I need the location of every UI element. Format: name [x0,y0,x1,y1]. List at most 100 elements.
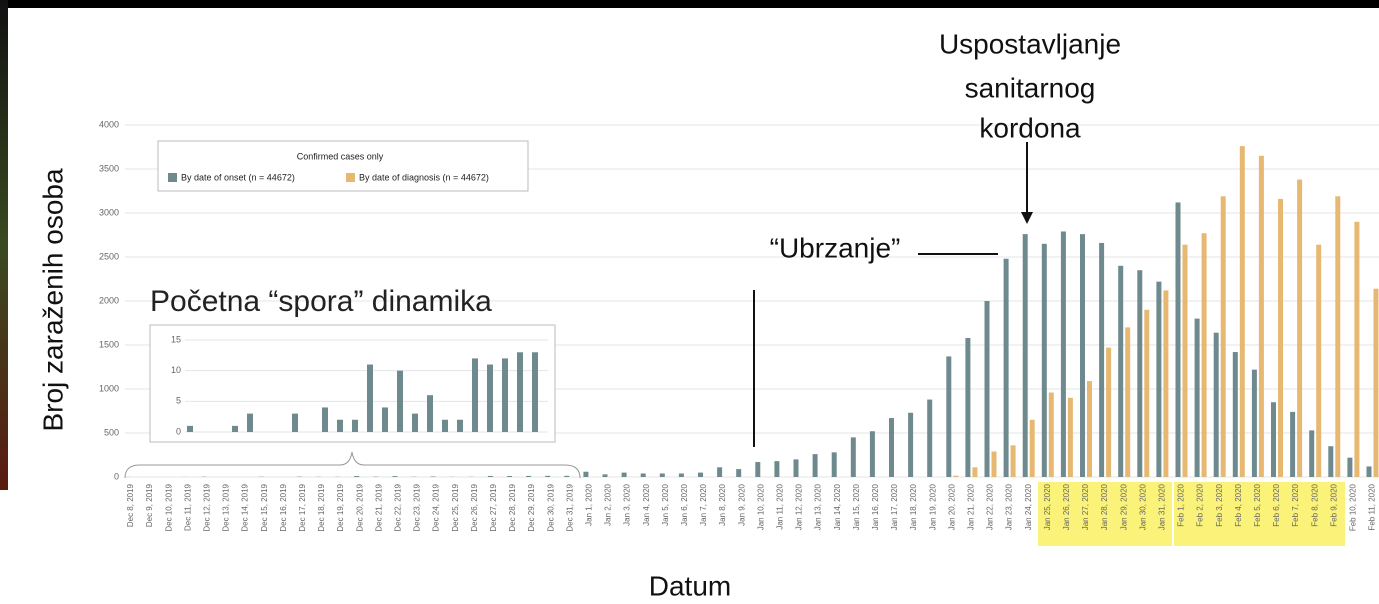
x-tick-label: Jan 30, 2020 [1138,483,1147,530]
x-tick-label: Jan 5, 2020 [661,483,670,525]
x-tick-label: Feb 9, 2020 [1329,483,1338,526]
legend: Confirmed cases only By date of onset (n… [157,140,529,192]
legend-swatch [168,173,177,182]
x-tick-label: Dec 13, 2019 [222,483,231,531]
bar [812,454,818,477]
x-tick-label: Jan 27, 2020 [1081,483,1090,530]
left-border [0,0,8,490]
x-tick-label: Feb 7, 2020 [1291,483,1300,526]
y-tick-label: 1500 [99,339,119,349]
x-tick-label: Jan 18, 2020 [909,483,918,530]
y-tick-label: 4000 [99,119,119,129]
bar [1060,231,1066,477]
x-tick-label: Jan 22, 2020 [986,483,995,530]
bar [736,469,742,477]
bar [382,407,388,432]
bar [831,452,837,477]
bar [1029,419,1035,477]
bar [1080,234,1085,477]
bar [187,425,193,432]
bar [247,413,253,432]
x-tick-label: Jan 19, 2020 [928,483,937,530]
bar [1144,309,1150,477]
x-tick-label: Jan 20, 2020 [947,483,956,530]
x-tick-label: Jan 31, 2020 [1158,483,1167,530]
bar [487,364,493,432]
y-tick-label: 500 [104,427,119,437]
bar [1328,446,1334,477]
bar [717,467,723,477]
bar [946,356,952,477]
x-tick-label: Dec 31, 2019 [565,483,574,531]
bar [1213,332,1219,477]
bar [1087,381,1092,477]
bar [545,475,551,477]
bar [1048,392,1054,477]
x-axis-label: Datum [649,570,731,601]
y-axis-label: Broj zaraženih osoba [37,168,68,431]
bar [621,472,627,477]
bar [412,413,418,432]
bar [487,475,493,477]
arrow-head [1021,212,1033,224]
bar [1297,179,1303,477]
bar [1354,221,1360,477]
bar [953,475,959,477]
bar [850,437,856,477]
x-tick-label: Feb 3, 2020 [1215,483,1224,526]
x-tick-label: Jan 1, 2020 [585,483,594,525]
x-tick-label: Dec 8, 2019 [126,483,135,527]
y-tick-label: 0 [114,471,119,481]
bar [1003,258,1009,477]
x-tick-label: Dec 9, 2019 [145,483,154,527]
top-border [0,0,1379,8]
bar [678,473,684,477]
bar [1290,411,1296,477]
bar [1137,270,1143,477]
bar [337,419,343,432]
bar [972,467,978,477]
x-tick-label: Dec 17, 2019 [298,483,307,531]
x-tick-label: Jan 21, 2020 [967,483,976,530]
bar [1010,445,1016,477]
x-tick-label: Dec 18, 2019 [317,483,326,531]
legend-label: By date of diagnosis (n = 44672) [359,172,489,182]
x-tick-label: Jan 8, 2020 [718,483,727,525]
annotation: kordona [979,112,1081,143]
y-tick-label: 2500 [99,251,119,261]
bar [472,358,478,432]
x-tick-label: Dec 21, 2019 [374,483,383,531]
bar [1278,198,1283,478]
x-tick-label: Dec 23, 2019 [413,483,422,531]
x-tick-label: Jan 26, 2020 [1062,483,1071,530]
bar [1022,234,1028,477]
x-tick-label: Jan 14, 2020 [833,483,842,530]
x-tick-label: Dec 30, 2019 [546,483,555,531]
x-tick-label: Jan 7, 2020 [699,483,708,525]
legend-swatch [346,173,355,182]
x-tick-label: Jan 15, 2020 [852,483,861,530]
x-tick-label: Dec 22, 2019 [394,483,403,531]
bar [1335,196,1341,477]
x-tick-label: Jan 17, 2020 [890,483,899,530]
x-tick-label: Jan 3, 2020 [623,483,632,525]
bar [869,431,875,477]
bar [354,476,360,477]
bar [659,473,665,477]
x-tick-label: Feb 8, 2020 [1310,483,1319,526]
bar [583,471,589,477]
x-tick-label: Dec 15, 2019 [260,483,269,531]
x-tick-label: Jan 6, 2020 [680,483,689,525]
x-tick-label: Jan 9, 2020 [737,483,746,525]
x-tick-label: Feb 10, 2020 [1349,483,1358,531]
bar [1220,196,1226,477]
highlight [1174,482,1345,546]
annotation: sanitarnog [965,72,1096,103]
bar [1251,369,1257,477]
x-tick-label: Jan 4, 2020 [642,483,651,525]
bar [793,459,799,477]
bar [1118,265,1124,477]
bar [1067,397,1073,477]
bar [602,474,608,477]
